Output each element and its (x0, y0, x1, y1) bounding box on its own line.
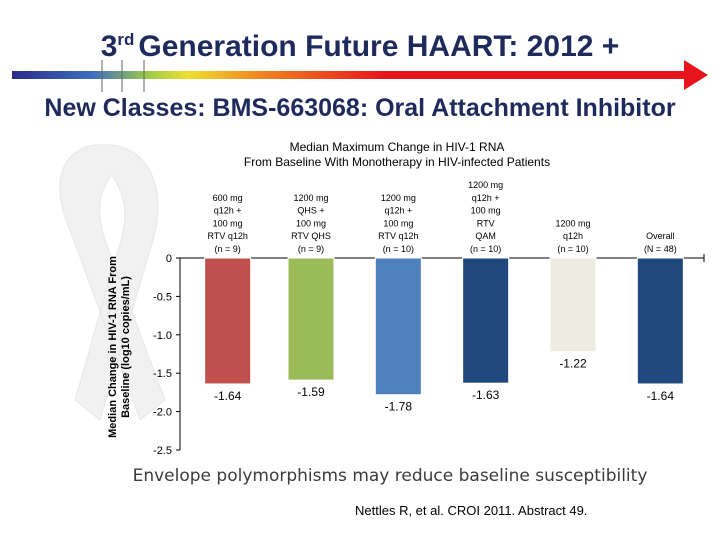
y-tick-label: -1.5 (153, 368, 172, 380)
bar (549, 257, 597, 353)
category-label-line: 1200 mg (293, 193, 328, 203)
category-label-line: q12h (563, 231, 583, 241)
category-label-line: 100 mg (383, 218, 413, 228)
bar (287, 257, 335, 381)
bar-value-label: -1.63 (472, 388, 500, 402)
title-ordinal-number: 3 (100, 30, 118, 63)
category-label-line: 600 mg (213, 193, 243, 203)
category-label-line: QHS + (297, 206, 324, 216)
category-label-line: (n = 10) (470, 244, 501, 254)
category-label-line: q12h + (214, 206, 242, 216)
category-label-line: q12h + (384, 206, 412, 216)
y-tick-label: -0.5 (153, 291, 172, 303)
y-axis-label-line: Baseline (log10 copies/mL) (120, 276, 132, 418)
bar-value-label: -1.64 (214, 389, 242, 403)
title-text: Generation Future HAART: 2012 + (138, 30, 620, 63)
category-label-line: 100 mg (296, 218, 326, 228)
category-label-line: 100 mg (213, 218, 243, 228)
slide-title: 3rd Generation Future HAART: 2012 + (0, 30, 720, 64)
category-label-line: RTV (477, 218, 495, 228)
category-label-line: Overall (646, 231, 675, 241)
y-axis-label: Median Change in HIV-1 RNA FromBaseline … (107, 256, 132, 438)
bar-value-label: -1.22 (559, 357, 587, 371)
slide-subtitle: New Classes: BMS-663068: Oral Attachment… (44, 94, 676, 122)
bar (636, 257, 684, 385)
citation: Nettles R, et al. CROI 2011. Abstract 49… (355, 503, 588, 518)
y-tick-label: -2.0 (153, 407, 172, 419)
category-label-line: 1200 mg (555, 218, 590, 228)
category-label-line: (N = 48) (644, 244, 677, 254)
category-label-line: (n = 9) (215, 244, 241, 254)
category-label-line: (n = 10) (383, 244, 414, 254)
category-label-line: (n = 10) (557, 244, 588, 254)
chart-title-line: From Baseline With Monotherapy in HIV-in… (244, 155, 550, 169)
y-tick-label: -1.0 (153, 330, 172, 342)
category-label-line: RTV q12h (378, 231, 418, 241)
bar (204, 257, 252, 385)
timeline-arrow (12, 60, 708, 92)
bar (374, 257, 422, 396)
category-label-line: 1200 mg (381, 193, 416, 203)
y-axis-label-line: Median Change in HIV-1 RNA From (107, 256, 119, 438)
y-tick-label: -2.5 (153, 445, 172, 457)
category-label-line: 1200 mg (468, 180, 503, 190)
awareness-ribbon-watermark (59, 144, 166, 421)
footnote: Envelope polymorphisms may reduce baseli… (132, 466, 648, 486)
category-label-line: q12h + (472, 193, 500, 203)
bar (462, 257, 510, 384)
title-ordinal-suffix: rd (117, 30, 135, 49)
bar-value-label: -1.59 (297, 385, 325, 399)
category-label-line: QAM (475, 231, 496, 241)
category-label-line: 100 mg (471, 206, 501, 216)
category-label-line: (n = 9) (298, 244, 324, 254)
chart-title-line: Median Maximum Change in HIV-1 RNA (290, 140, 505, 154)
bar-value-label: -1.64 (647, 389, 675, 403)
category-label-line: RTV q12h (207, 231, 247, 241)
y-tick-label: 0 (166, 253, 172, 265)
bar-value-label: -1.78 (385, 400, 413, 414)
category-label-line: RTV QHS (291, 231, 331, 241)
